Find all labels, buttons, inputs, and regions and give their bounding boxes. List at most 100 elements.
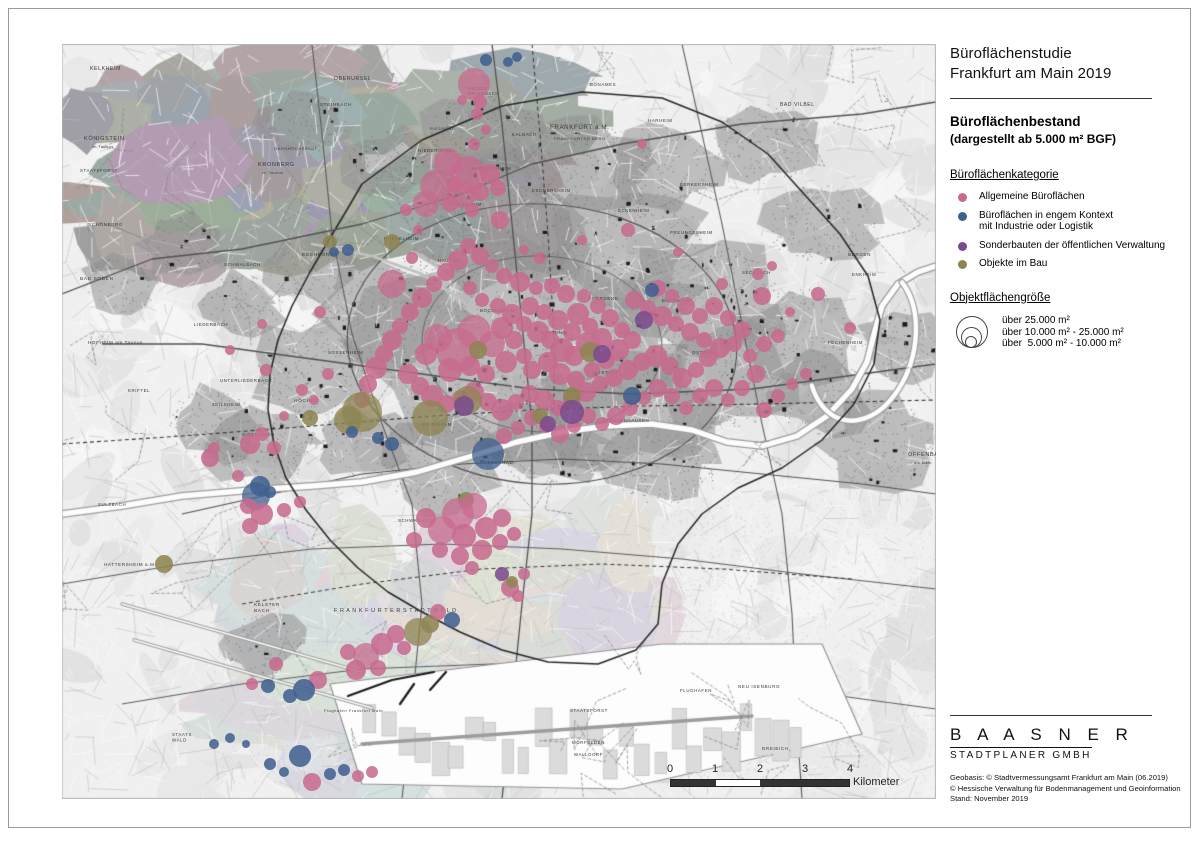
map-bubble[interactable] [668,316,684,332]
map-bubble[interactable] [461,493,487,519]
map-bubble[interactable] [560,400,584,424]
map-bubble[interactable] [645,283,659,297]
map-bubble[interactable] [463,281,477,295]
map-bubble[interactable] [397,641,411,655]
map-bubble[interactable] [406,532,422,548]
map-bubble[interactable] [465,203,479,217]
map-bubble[interactable] [269,657,283,671]
map-bubble[interactable] [688,362,704,378]
map-bubble[interactable] [340,644,356,660]
map-bubble[interactable] [472,438,504,470]
map-bubble[interactable] [503,57,513,67]
map-bubble[interactable] [329,247,339,257]
map-bubble[interactable] [322,368,334,380]
map-bubble[interactable] [257,319,267,329]
map-bubble[interactable] [264,486,276,498]
map-bubble[interactable] [506,576,518,588]
map-bubble[interactable] [534,252,546,264]
map-area[interactable]: KELKHEIM KÖNIGSTEIN im Taunus STAATSFORST SC… [62,44,936,799]
legend-item-im-bau[interactable]: Objekte im Bau [950,258,1182,270]
map-bubble[interactable] [264,758,276,770]
map-bubble[interactable] [370,660,386,676]
map-bubble[interactable] [430,604,446,620]
map-bubble[interactable] [365,357,387,379]
map-bubble[interactable] [716,278,728,290]
map-bubble[interactable] [590,298,606,314]
map-bubble[interactable] [406,252,418,264]
map-bubble[interactable] [448,250,468,270]
map-bubble[interactable] [260,364,272,376]
map-bubble[interactable] [242,740,250,748]
map-bubble[interactable] [303,773,321,791]
map-bubble[interactable] [844,322,856,334]
map-bubble[interactable] [460,238,476,254]
legend-item-industrie-logistik[interactable]: Büroflächen in engem Kontext mit Industr… [950,210,1182,233]
map-bubble[interactable] [692,308,708,324]
map-bubble[interactable] [454,396,474,416]
map-bubble[interactable] [747,365,765,383]
map-bubble[interactable] [519,245,529,255]
map-bubble[interactable] [277,503,291,517]
map-bubble[interactable] [475,293,489,307]
map-bubble[interactable] [401,303,419,321]
map-bubble[interactable] [621,223,635,237]
map-bubble[interactable] [400,204,412,216]
map-bubble[interactable] [752,268,764,280]
map-bubble[interactable] [505,331,523,349]
map-bubble[interactable] [496,268,512,284]
map-bubble[interactable] [451,547,469,565]
map-bubble[interactable] [679,401,693,415]
map-bubble[interactable] [309,395,319,405]
map-bubble[interactable] [471,108,483,120]
map-bubble[interactable] [551,425,569,443]
map-bubble[interactable] [442,196,458,212]
map-bubble[interactable] [495,567,509,581]
map-bubble[interactable] [743,349,757,363]
map-bubble[interactable] [426,276,442,292]
map-bubble[interactable] [756,402,772,418]
map-bubble[interactable] [267,441,281,455]
map-bubble[interactable] [155,555,173,573]
map-bubble[interactable] [471,247,489,265]
map-bubble[interactable] [437,263,455,281]
map-bubble[interactable] [458,68,490,100]
map-bubble[interactable] [649,379,667,397]
map-bubble[interactable] [279,411,289,421]
map-bubble[interactable] [496,428,512,444]
map-bubble[interactable] [324,768,336,780]
map-bubble[interactable] [457,95,467,105]
map-bubble[interactable] [595,417,609,431]
map-bubble[interactable] [548,310,568,330]
map-bubble[interactable] [672,368,692,388]
map-bubble[interactable] [577,289,591,303]
map-bubble[interactable] [529,281,543,295]
map-bubble[interactable] [720,310,736,326]
map-bubble[interactable] [246,678,258,690]
map-bubble[interactable] [468,138,480,150]
map-bubble[interactable] [577,235,587,245]
map-bubble[interactable] [540,416,556,432]
map-bubble[interactable] [481,125,491,135]
map-bubble[interactable] [493,509,511,527]
map-bubble[interactable] [696,332,712,348]
map-bubble[interactable] [338,764,350,776]
map-bubble[interactable] [507,527,521,541]
legend-item-allgemeine[interactable]: Allgemeine Büroflächen [950,191,1182,203]
map-bubble[interactable] [302,410,318,426]
map-bubble[interactable] [438,358,462,382]
map-bubble[interactable] [472,540,492,560]
map-bubble[interactable] [614,322,630,338]
map-bubble[interactable] [296,384,308,396]
map-bubble[interactable] [753,287,771,305]
map-bubble[interactable] [607,407,625,425]
map-bubble[interactable] [251,503,273,525]
map-bubble[interactable] [475,517,497,539]
map-bubble[interactable] [465,561,479,575]
map-bubble[interactable] [705,379,723,397]
map-bubble[interactable] [366,766,378,778]
map-bubble[interactable] [469,341,487,359]
map-bubble[interactable] [664,388,680,404]
map-bubble[interactable] [652,306,672,326]
map-bubble[interactable] [733,321,751,339]
map-bubble[interactable] [412,400,448,436]
